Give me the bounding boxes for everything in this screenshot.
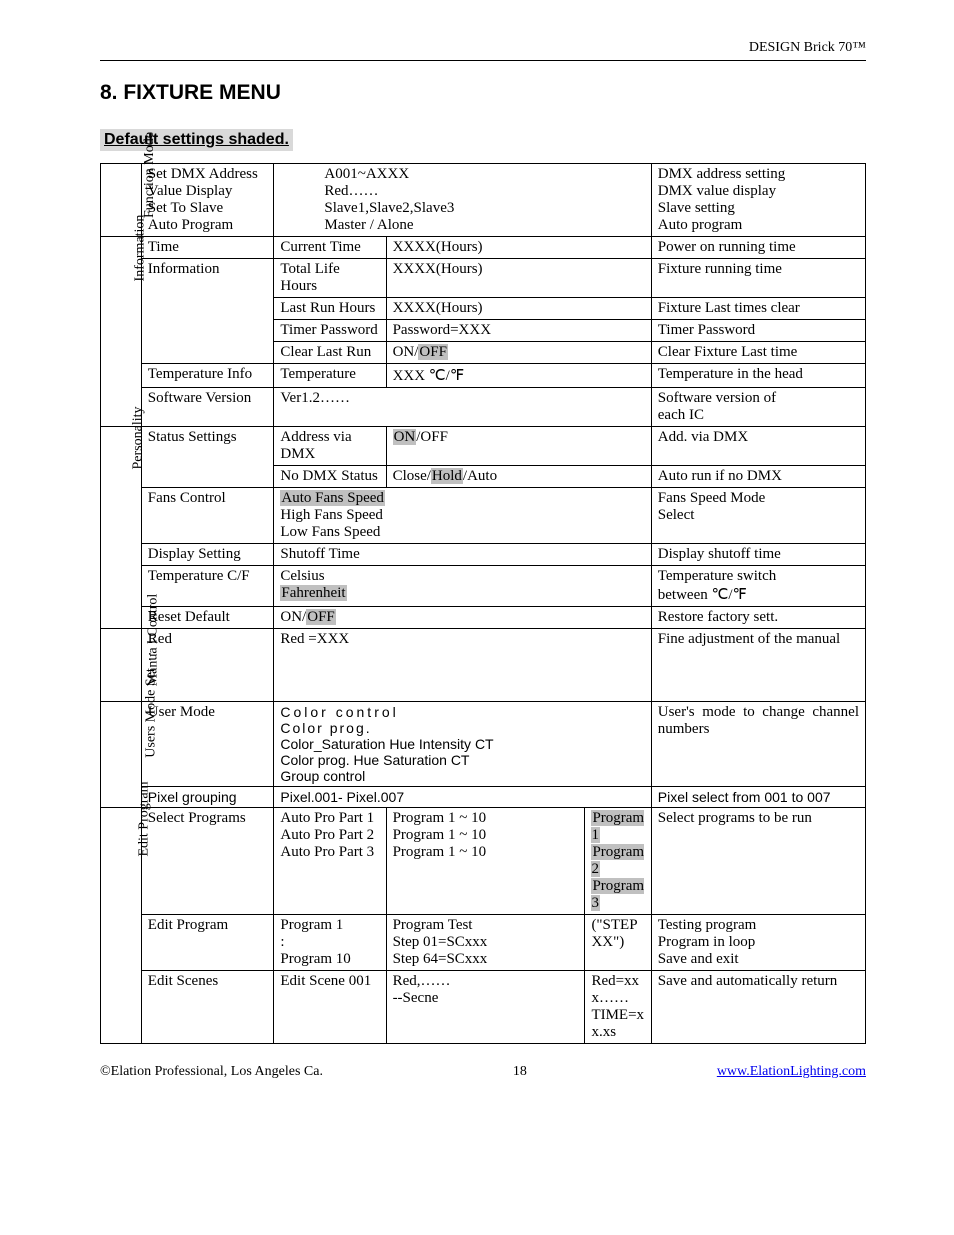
cat-usersmode: Users Mode Set: [101, 702, 142, 808]
footer-copyright: ©Elation Professional, Los Angeles Ca.: [100, 1064, 323, 1080]
cat-information: Information: [101, 237, 142, 427]
page-header: DESIGN Brick 70™: [100, 40, 866, 61]
info-sw: Software Version: [141, 388, 274, 427]
info-time: Time: [141, 237, 274, 259]
info-information: Information: [141, 259, 274, 364]
cat-manual: Manua l Control: [101, 629, 142, 702]
subheading: Default settings shaded.: [100, 129, 293, 151]
cat-personality: Personality: [101, 427, 142, 629]
cat-editprogram: Edit Program: [101, 808, 142, 1044]
footer-link[interactable]: www.ElationLighting.com: [717, 1064, 866, 1080]
fm-items: Set DMX Address Value Display Set To Sla…: [141, 164, 274, 237]
fixture-menu-table: Function Mode Set DMX Address Value Disp…: [100, 163, 866, 1044]
info-temp: Temperature Info: [141, 364, 274, 388]
fm-values: A001~AXXX Red…… Slave1,Slave2,Slave3 Mas…: [274, 164, 651, 237]
product-name: DESIGN Brick 70™: [749, 40, 866, 55]
page-number: 18: [323, 1064, 717, 1080]
page-footer: ©Elation Professional, Los Angeles Ca. 1…: [100, 1064, 866, 1080]
fm-desc: DMX address setting DMX value display Sl…: [651, 164, 865, 237]
section-heading: 8. FIXTURE MENU: [100, 81, 866, 105]
